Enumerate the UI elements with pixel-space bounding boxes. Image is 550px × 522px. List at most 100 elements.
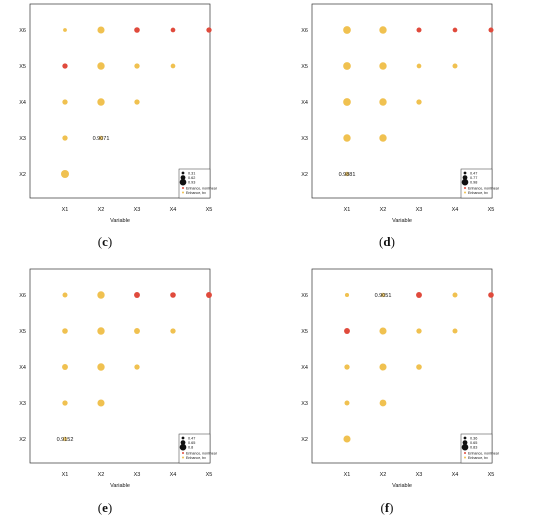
point-linear (452, 292, 458, 298)
legend-box (460, 168, 493, 199)
point-linear (344, 171, 350, 177)
legend-entry-label: Enhance, bv (186, 456, 206, 460)
point-linear (416, 99, 422, 105)
point-linear (379, 62, 387, 70)
point-linear (170, 328, 176, 334)
x-tick-label: X4 (170, 472, 177, 478)
plot-frame (29, 3, 211, 199)
x-axis-label: Variable (110, 218, 130, 224)
point-linear (379, 363, 387, 371)
point-linear (343, 26, 351, 34)
x-tick-label: X2 (98, 472, 105, 478)
point-linear (97, 62, 105, 70)
point-linear (379, 134, 387, 142)
plot-frame (29, 268, 211, 464)
point-linear (62, 292, 68, 298)
y-tick-label: X3 (19, 136, 26, 142)
x-tick-label: X2 (380, 472, 387, 478)
x-axis-label: Variable (392, 218, 412, 224)
x-tick-label: X3 (134, 207, 141, 213)
legend-entry-label: Enhance, nonlinear (186, 186, 218, 190)
x-tick-label: X1 (344, 472, 351, 478)
point-linear (379, 327, 387, 335)
y-tick-label: X6 (301, 293, 308, 299)
point-linear (134, 63, 140, 69)
point-linear (97, 291, 105, 299)
legend-entry-label: Enhance, bv (468, 456, 488, 460)
point-linear (452, 328, 458, 334)
point-value-label: 0.9051 (375, 293, 392, 299)
point-nonlinear (452, 27, 458, 33)
y-tick-label: X4 (19, 365, 26, 371)
legend-size-label: 0.47 (188, 437, 195, 441)
legend-size-label: 0.8 (188, 446, 193, 450)
caption-d: (d) (379, 234, 395, 249)
legend-entry-label: Enhance, nonlinear (468, 186, 500, 190)
point-linear (63, 28, 67, 32)
x-tick-label: X3 (416, 472, 423, 478)
legend-entry-dot (464, 191, 466, 194)
legend-size-dot (463, 171, 467, 175)
point-linear (379, 26, 387, 34)
point-linear (134, 328, 140, 334)
legend-size-dot (179, 443, 187, 451)
caption-letter: c (102, 234, 108, 249)
legend-entry-dot (182, 452, 184, 454)
x-tick-label: X1 (62, 472, 69, 478)
legend-size-label: 0.31 (188, 172, 195, 176)
point-linear (97, 327, 105, 335)
y-tick-label: X6 (19, 293, 26, 299)
legend-box (460, 433, 493, 464)
y-tick-label: X5 (301, 329, 308, 335)
point-linear (343, 62, 351, 70)
plot-frame (311, 268, 493, 464)
point-nonlinear (170, 27, 176, 33)
point-nonlinear (488, 27, 494, 33)
y-tick-label: X3 (301, 401, 308, 407)
point-nonlinear (416, 27, 422, 33)
point-linear (170, 63, 176, 69)
x-tick-label: X4 (170, 207, 177, 213)
y-tick-label: X5 (19, 64, 26, 70)
point-nonlinear (170, 292, 176, 298)
point-linear (416, 364, 422, 370)
point-linear (98, 135, 104, 141)
point-nonlinear (134, 292, 140, 298)
chart-panel-c: X1 X2 X3 X4 X5 X2 X3 X4 X5 X6 Variable 0.9071 0.31 0.… (8, 0, 260, 224)
legend-size-label: 0.83 (470, 446, 477, 450)
caption-f: (f) (380, 500, 394, 515)
point-linear (62, 135, 68, 141)
point-linear (97, 26, 105, 34)
x-tick-label: X1 (344, 207, 351, 213)
caption-c: (c) (97, 234, 113, 249)
point-nonlinear (488, 292, 494, 298)
caption-letter: e (102, 500, 108, 515)
legend-size-label: 0.47 (470, 172, 477, 176)
x-tick-label: X4 (452, 472, 459, 478)
point-linear (97, 98, 105, 106)
point-linear (379, 399, 387, 407)
point-linear (416, 63, 422, 69)
point-linear (452, 63, 458, 69)
legend-entry-label: Enhance, bv (186, 191, 206, 195)
caption-e: (e) (97, 500, 113, 515)
legend-entry-label: Enhance, nonlinear (468, 451, 500, 455)
legend-entry-dot (464, 456, 466, 459)
chart-panel-d: X1 X2 X3 X4 X5 X2 X3 X4 X5 X6 Variable 0.9881 0.47 0.… (290, 0, 542, 224)
y-tick-label: X5 (301, 64, 308, 70)
point-linear (380, 292, 386, 298)
legend-size-dot (180, 175, 186, 181)
legend-size-dot (462, 175, 468, 181)
y-tick-label: X4 (301, 100, 308, 106)
point-linear (61, 170, 69, 178)
point-linear (134, 364, 140, 370)
legend-entry-dot (182, 191, 184, 194)
y-tick-label: X6 (301, 28, 308, 34)
legend-size-label: 0.36 (470, 437, 477, 441)
point-linear (416, 328, 422, 334)
point-nonlinear (344, 328, 350, 334)
point-linear (343, 435, 351, 443)
x-tick-label: X5 (488, 207, 495, 213)
point-linear (97, 399, 105, 407)
legend-entry-label: Enhance, bv (468, 191, 488, 195)
